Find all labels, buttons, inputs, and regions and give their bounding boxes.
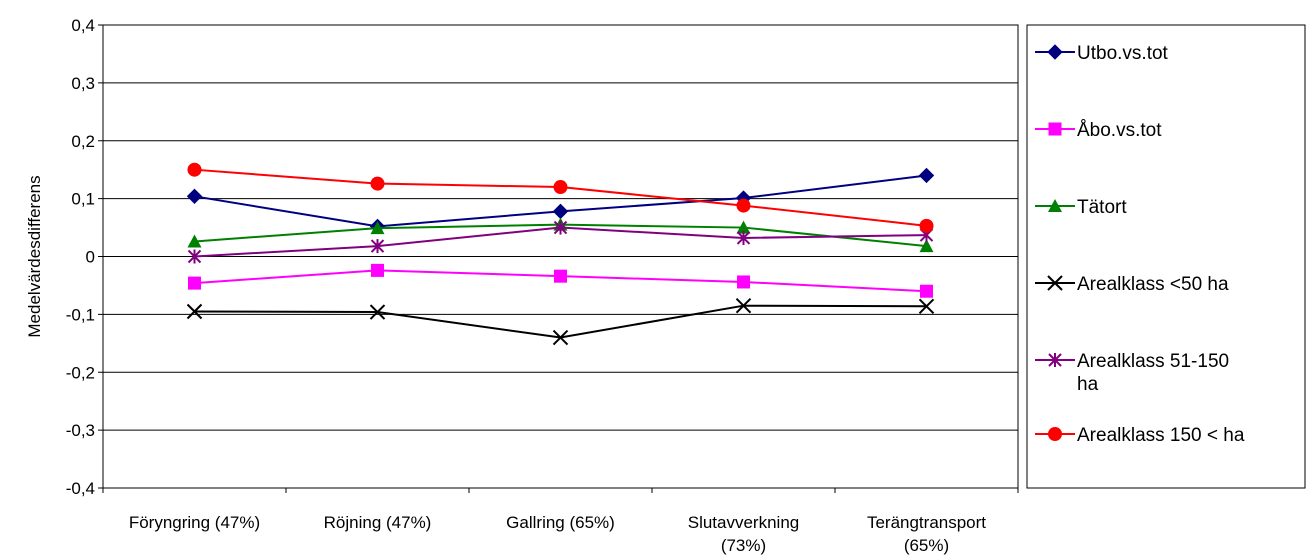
square-marker xyxy=(737,275,750,289)
y-tick-label: 0,2 xyxy=(71,132,95,151)
data-point-marker xyxy=(919,218,934,233)
x-marker-stroke xyxy=(735,297,752,314)
legend-entry: Arealklass <50 ha xyxy=(1035,274,1229,295)
data-point-marker xyxy=(369,304,386,320)
x-marker-stroke xyxy=(1047,275,1063,291)
x-tick-label: (65%) xyxy=(904,536,949,555)
data-point-marker xyxy=(736,220,751,234)
data-point-marker xyxy=(919,239,934,253)
triangle-marker xyxy=(1048,199,1062,212)
x-tick-label: (73%) xyxy=(721,536,766,555)
data-point-marker xyxy=(553,180,568,195)
y-axis-title: Medelvärdesdifferens xyxy=(25,175,44,337)
y-tick-label: -0,4 xyxy=(66,479,95,498)
triangle-marker xyxy=(736,220,751,234)
data-point-marker xyxy=(186,303,203,320)
legend-label: Tätort xyxy=(1077,197,1127,218)
legend-label: Arealklass <50 ha xyxy=(1077,274,1229,295)
data-point-marker xyxy=(552,329,569,346)
circle-marker xyxy=(553,180,568,195)
data-point-marker xyxy=(370,176,385,191)
x-tick-label: Slutavverkning xyxy=(688,513,800,532)
data-point-marker xyxy=(371,263,384,277)
gridlines xyxy=(103,24,1018,489)
square-marker xyxy=(920,284,933,298)
legend-entry: Tätort xyxy=(1035,197,1127,218)
legend-box xyxy=(1026,24,1306,489)
data-point-marker xyxy=(187,249,202,264)
y-axis-ticks: -0,4 -0,3 -0,2 -0,1 0 0,1 0,2 0,3 0,4 xyxy=(66,16,103,498)
data-point-marker xyxy=(187,234,202,248)
circle-marker xyxy=(1048,427,1062,441)
data-point-marker xyxy=(1048,122,1062,136)
triangle-marker xyxy=(919,239,934,253)
data-point-marker xyxy=(370,221,385,235)
diamond-marker xyxy=(1047,44,1063,60)
data-point-marker xyxy=(1048,427,1062,441)
y-tick-label: 0,3 xyxy=(71,74,95,93)
y-tick-label: -0,2 xyxy=(66,363,95,382)
data-point-marker xyxy=(186,188,203,205)
square-marker xyxy=(188,276,201,290)
x-tick-label: Föryngring (47%) xyxy=(129,513,260,532)
square-marker xyxy=(554,269,567,283)
circle-marker xyxy=(736,198,751,213)
y-tick-label: -0,1 xyxy=(66,305,95,324)
data-point-marker xyxy=(187,162,202,177)
x-marker-stroke xyxy=(369,304,386,320)
diamond-marker xyxy=(186,188,203,205)
data-point-marker xyxy=(736,198,751,213)
data-point-marker xyxy=(1047,44,1063,60)
y-tick-label: -0,3 xyxy=(66,421,95,440)
data-point-marker xyxy=(370,239,385,254)
circle-marker xyxy=(187,162,202,177)
y-tick-label: 0,4 xyxy=(71,16,95,35)
square-marker xyxy=(1048,122,1062,136)
legend-label: Åbo.vs.tot xyxy=(1077,120,1162,141)
x-axis-ticks: Föryngring (47%) Röjning (47%) Gallring (6… xyxy=(102,488,1019,555)
data-point-marker xyxy=(736,230,751,245)
x-marker-stroke xyxy=(918,298,935,314)
data-point-marker xyxy=(188,276,201,290)
data-point-marker xyxy=(554,269,567,283)
legend: Utbo.vs.tot Åbo.vs.tot Tätort Arealklass <5… xyxy=(1035,43,1245,446)
series--bo-vs-tot xyxy=(188,263,933,298)
data-point-marker xyxy=(918,167,935,184)
legend-entry: Åbo.vs.tot xyxy=(1035,120,1162,141)
legend-label: Arealklass 150 < ha xyxy=(1077,425,1245,446)
triangle-marker xyxy=(370,221,385,235)
data-point-marker xyxy=(1048,199,1062,212)
series-arealklass-50-ha xyxy=(186,297,935,346)
data-point-marker xyxy=(920,284,933,298)
circle-marker xyxy=(370,176,385,191)
data-point-marker xyxy=(553,220,568,235)
triangle-marker xyxy=(187,234,202,248)
series-layer xyxy=(186,162,935,346)
x-marker-stroke xyxy=(552,329,569,346)
y-tick-label: 0,1 xyxy=(71,190,95,209)
y-tick-label: 0 xyxy=(86,248,95,267)
legend-entry: Utbo.vs.tot xyxy=(1035,43,1169,64)
x-tick-label: Gallring (65%) xyxy=(506,513,615,532)
diamond-marker xyxy=(918,167,935,184)
legend-label: Arealklass 51-150 xyxy=(1077,351,1229,372)
x-tick-label: Terängtransport xyxy=(867,513,986,532)
legend-label: Utbo.vs.tot xyxy=(1077,43,1169,64)
data-point-marker xyxy=(737,275,750,289)
square-marker xyxy=(371,263,384,277)
data-point-marker xyxy=(735,297,752,314)
data-point-marker xyxy=(1047,275,1063,291)
x-tick-label: Röjning (47%) xyxy=(324,513,432,532)
legend-entry: Arealklass 150 < ha xyxy=(1035,425,1245,446)
x-marker-stroke xyxy=(186,303,203,320)
legend-label: ha xyxy=(1077,374,1099,395)
circle-marker xyxy=(919,218,934,233)
series-arealklass-150-ha xyxy=(187,162,934,233)
data-point-marker xyxy=(918,298,935,314)
data-point-marker xyxy=(1048,353,1062,367)
